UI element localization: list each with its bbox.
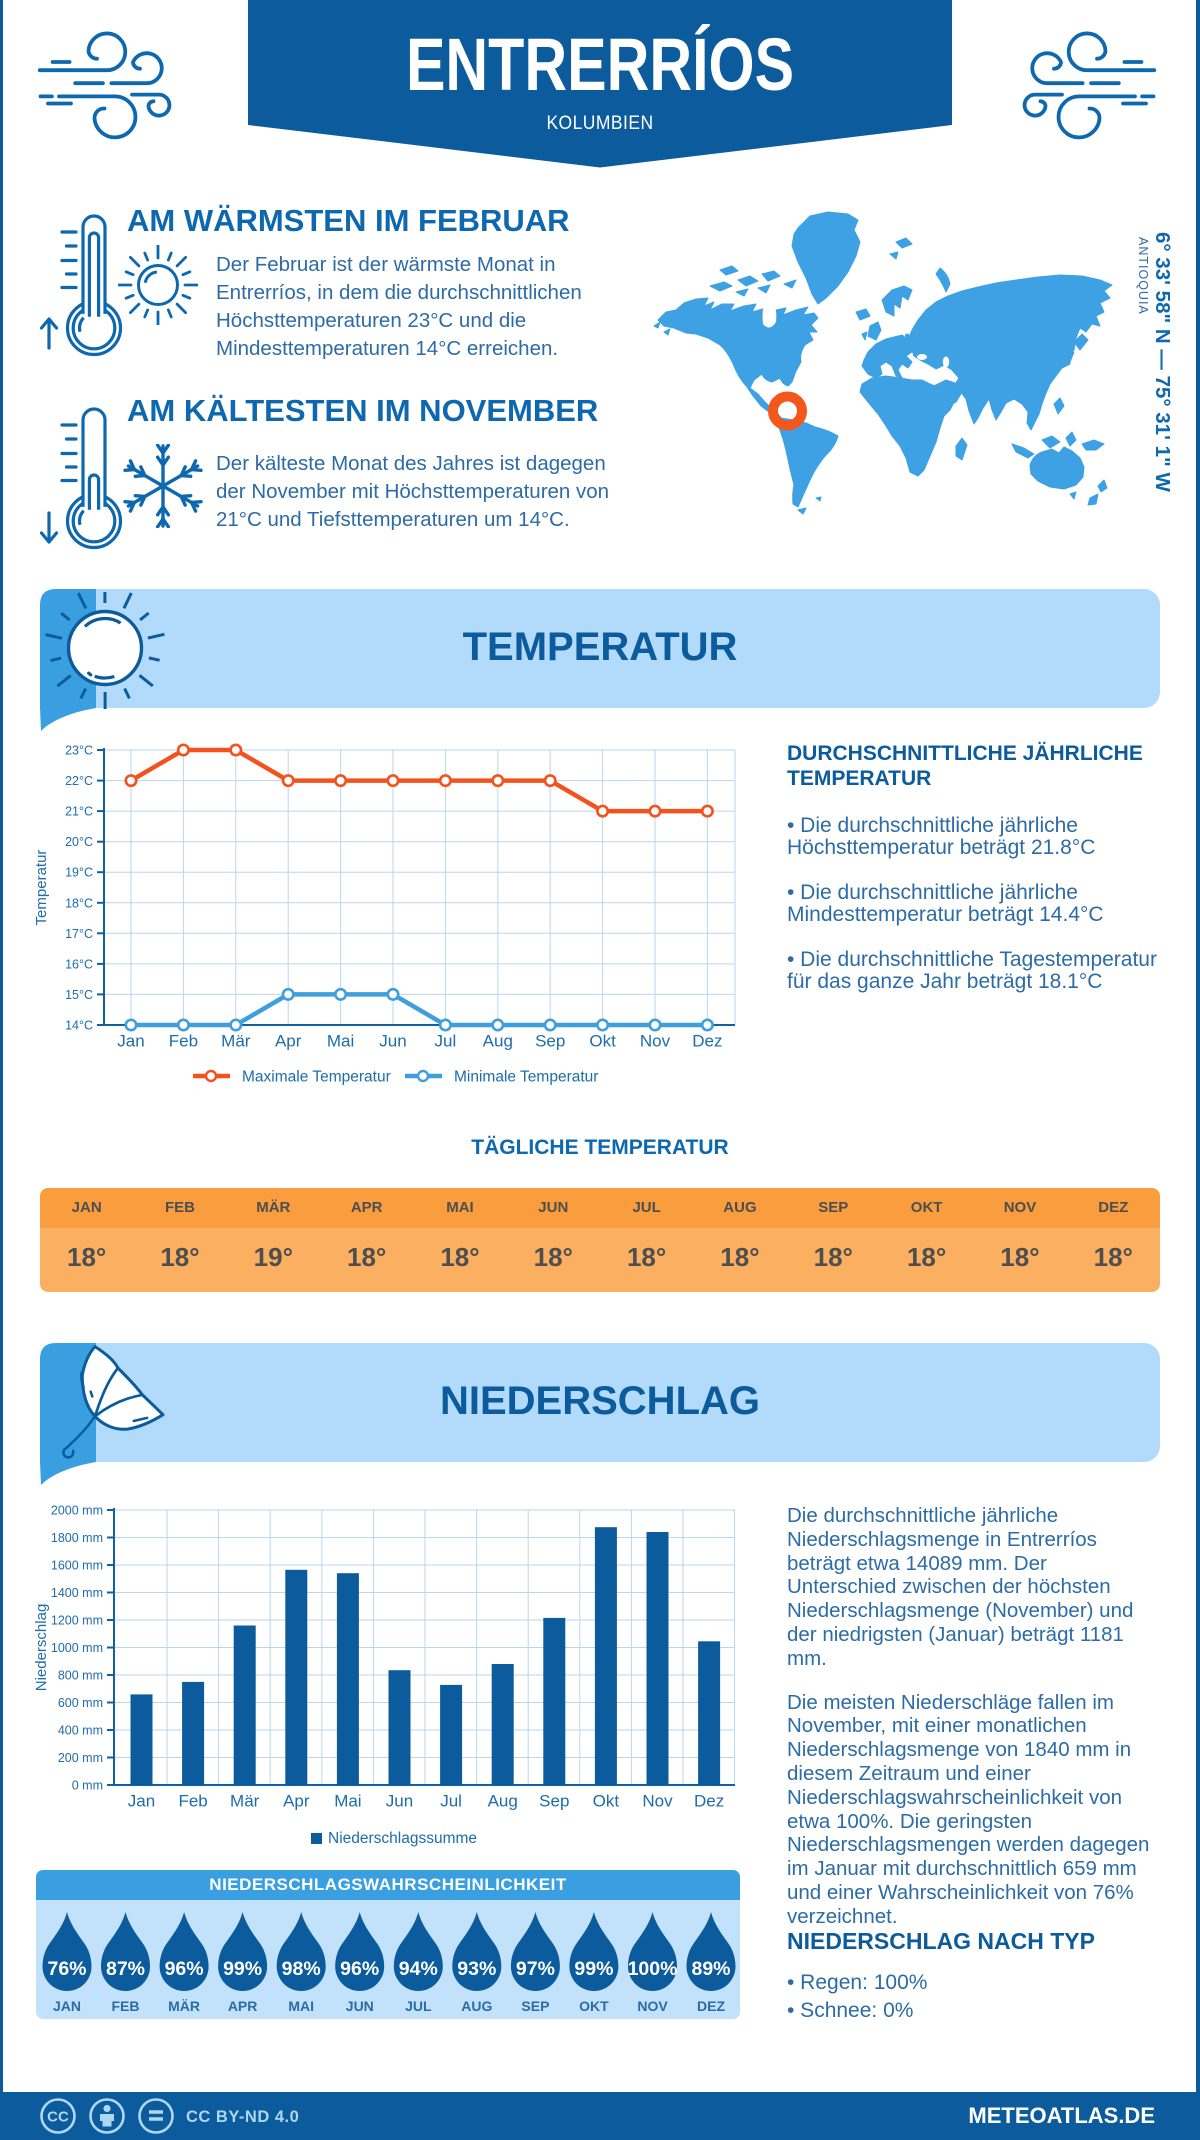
svg-text:APR: APR: [228, 1998, 258, 2014]
svg-text:Niederschlagssumme: Niederschlagssumme: [328, 1830, 477, 1847]
svg-text:89%: 89%: [691, 1958, 730, 1980]
svg-text:Mai: Mai: [334, 1792, 361, 1811]
svg-text:Minimale Temperatur: Minimale Temperatur: [454, 1069, 598, 1086]
svg-text:Apr: Apr: [283, 1792, 310, 1811]
svg-text:Okt: Okt: [593, 1792, 620, 1811]
svg-text:Jan: Jan: [117, 1032, 144, 1051]
svg-text:Nov: Nov: [642, 1792, 673, 1811]
svg-text:FEB: FEB: [112, 1998, 140, 2014]
svg-text:MAI: MAI: [288, 1998, 314, 2014]
svg-text:SEP: SEP: [521, 1998, 549, 2014]
svg-text:Aug: Aug: [488, 1792, 518, 1811]
svg-text:1400 mm: 1400 mm: [51, 1586, 103, 1600]
svg-text:100%: 100%: [628, 1958, 678, 1980]
svg-text:Jan: Jan: [128, 1792, 155, 1811]
svg-text:1200 mm: 1200 mm: [51, 1614, 103, 1628]
svg-text:Feb: Feb: [178, 1792, 207, 1811]
svg-text:Mär: Mär: [221, 1032, 251, 1051]
svg-text:CC BY-ND 4.0: CC BY-ND 4.0: [186, 2108, 299, 2126]
svg-text:14°C: 14°C: [65, 1019, 93, 1033]
svg-text:AUG: AUG: [461, 1998, 492, 2014]
svg-text:DEZ: DEZ: [697, 1998, 725, 2014]
svg-text:2000 mm: 2000 mm: [51, 1504, 103, 1518]
svg-text:Jul: Jul: [435, 1032, 457, 1051]
svg-text:METEOATLAS.DE: METEOATLAS.DE: [968, 2103, 1155, 2128]
svg-text:Mai: Mai: [327, 1032, 354, 1051]
svg-text:Jun: Jun: [386, 1792, 413, 1811]
svg-text:JUN: JUN: [346, 1998, 374, 2014]
svg-text:19°C: 19°C: [65, 866, 93, 880]
svg-text:76%: 76%: [47, 1958, 86, 1980]
svg-text:99%: 99%: [574, 1958, 613, 1980]
svg-text:23°C: 23°C: [65, 744, 93, 758]
svg-text:Maximale Temperatur: Maximale Temperatur: [242, 1069, 391, 1086]
svg-text:800 mm: 800 mm: [58, 1669, 103, 1683]
svg-text:87%: 87%: [106, 1958, 145, 1980]
svg-text:400 mm: 400 mm: [58, 1724, 103, 1738]
svg-text:1800 mm: 1800 mm: [51, 1531, 103, 1545]
svg-text:94%: 94%: [399, 1958, 438, 1980]
svg-text:96%: 96%: [165, 1958, 204, 1980]
svg-text:22°C: 22°C: [65, 774, 93, 788]
svg-text:Sep: Sep: [539, 1792, 569, 1811]
svg-text:97%: 97%: [516, 1958, 555, 1980]
svg-text:1600 mm: 1600 mm: [51, 1559, 103, 1573]
svg-text:20°C: 20°C: [65, 835, 93, 849]
svg-text:Dez: Dez: [694, 1792, 724, 1811]
svg-text:JUL: JUL: [405, 1998, 432, 2014]
svg-text:0 mm: 0 mm: [72, 1779, 103, 1793]
svg-text:93%: 93%: [457, 1958, 496, 1980]
svg-text:OKT: OKT: [579, 1998, 609, 2014]
svg-text:21°C: 21°C: [65, 805, 93, 819]
svg-text:18°C: 18°C: [65, 896, 93, 910]
svg-text:96%: 96%: [340, 1958, 379, 1980]
svg-text:Apr: Apr: [275, 1032, 302, 1051]
svg-text:Mär: Mär: [230, 1792, 260, 1811]
svg-text:15°C: 15°C: [65, 988, 93, 1002]
svg-text:600 mm: 600 mm: [58, 1696, 103, 1710]
svg-text:Aug: Aug: [483, 1032, 513, 1051]
svg-text:MÄR: MÄR: [168, 1998, 200, 2014]
svg-text:Nov: Nov: [640, 1032, 671, 1051]
svg-text:Feb: Feb: [169, 1032, 198, 1051]
svg-text:Dez: Dez: [692, 1032, 722, 1051]
svg-text:Okt: Okt: [589, 1032, 616, 1051]
svg-text:JAN: JAN: [53, 1998, 81, 2014]
svg-text:Temperatur: Temperatur: [33, 850, 50, 926]
svg-text:98%: 98%: [282, 1958, 321, 1980]
svg-text:16°C: 16°C: [65, 957, 93, 971]
svg-text:NOV: NOV: [637, 1998, 668, 2014]
svg-text:Sep: Sep: [535, 1032, 565, 1051]
svg-text:Jun: Jun: [379, 1032, 406, 1051]
svg-text:17°C: 17°C: [65, 927, 93, 941]
svg-text:Jul: Jul: [440, 1792, 462, 1811]
svg-text:200 mm: 200 mm: [58, 1751, 103, 1765]
svg-text:99%: 99%: [223, 1958, 262, 1980]
svg-text:CC: CC: [47, 2109, 69, 2126]
svg-text:1000 mm: 1000 mm: [51, 1641, 103, 1655]
svg-text:Niederschlag: Niederschlag: [33, 1604, 50, 1692]
